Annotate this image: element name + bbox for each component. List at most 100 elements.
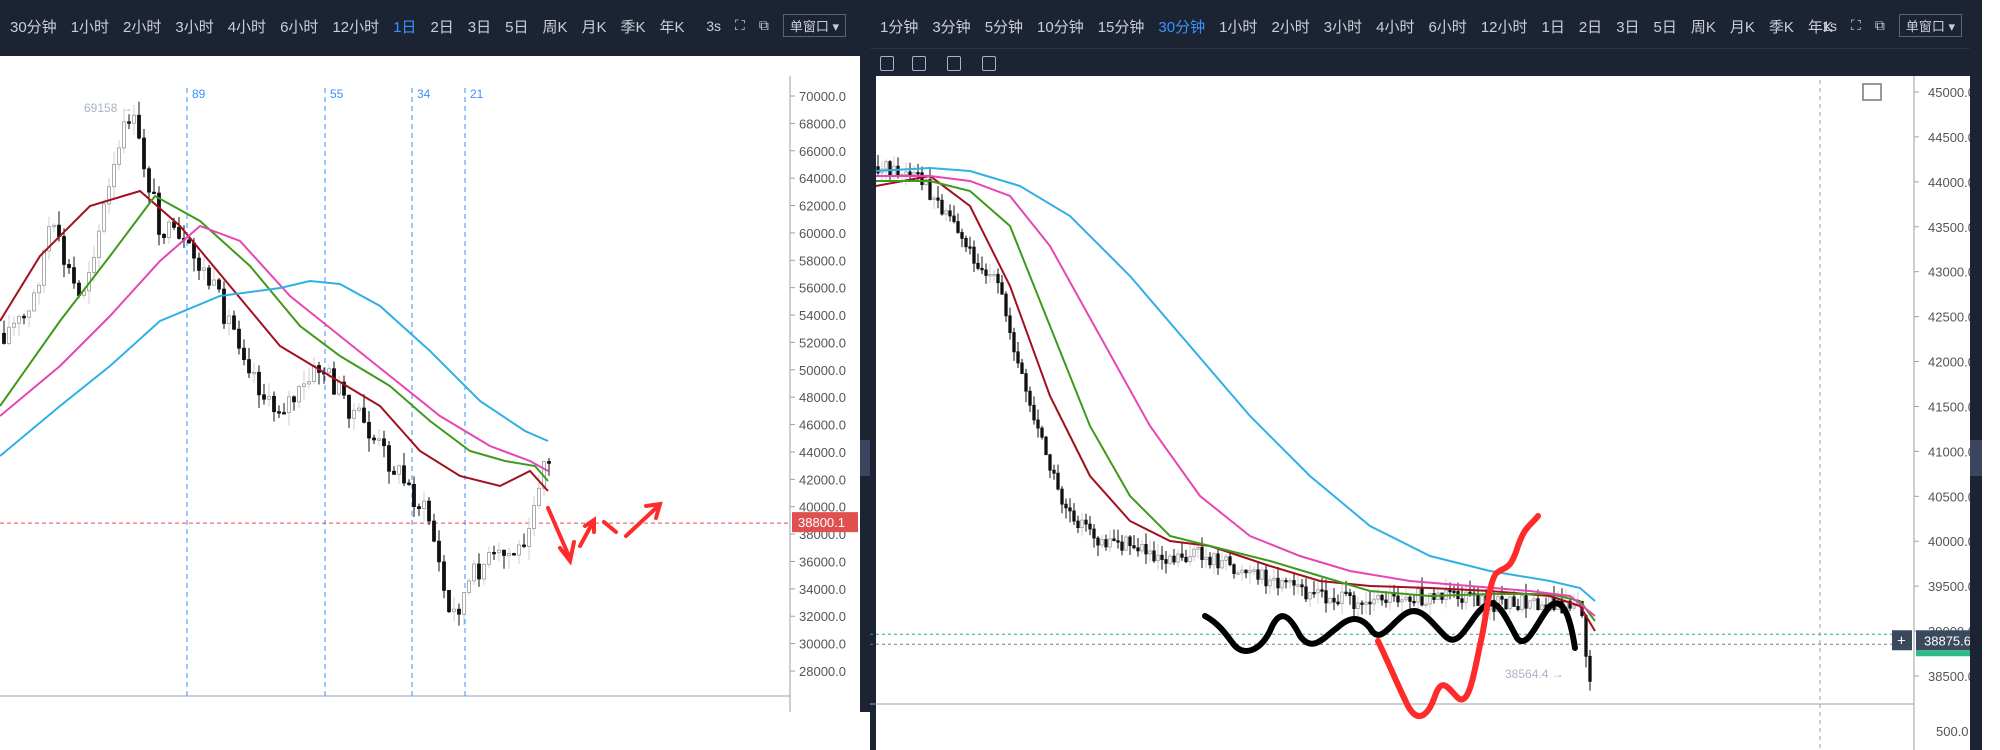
clipboard-icon[interactable]: [880, 56, 894, 71]
candle-body: [1236, 572, 1240, 575]
candle-body: [976, 262, 980, 269]
right-collapse-handle[interactable]: [1970, 440, 1982, 476]
candle-body: [92, 257, 96, 273]
candle-body: [1300, 584, 1304, 588]
copy-icon[interactable]: [912, 56, 926, 71]
candle-body: [1468, 591, 1472, 595]
interval-tab[interactable]: 1小时: [1219, 19, 1258, 36]
candle-body: [432, 520, 436, 542]
interval-tab[interactable]: 1小时: [70, 19, 110, 36]
interval-tab[interactable]: 1日: [1541, 19, 1565, 36]
right-candlestick-chart[interactable]: 45000.0 44500.0 44000.0 43500.0 43000.0 42500…: [870, 76, 1982, 750]
expand-icon: [1862, 83, 1882, 101]
interval-tab[interactable]: 3小时: [175, 19, 214, 36]
candle-body: [1200, 546, 1204, 560]
price-tick-label: 40500.0: [1928, 489, 1975, 504]
candle-body: [372, 437, 376, 441]
left-refresh-rate[interactable]: 3s: [706, 17, 722, 34]
interval-tab[interactable]: 2日: [1578, 19, 1603, 36]
candle-body: [237, 328, 241, 349]
interval-tab[interactable]: 周K: [542, 19, 568, 36]
interval-tab[interactable]: 12小时: [1480, 19, 1528, 36]
interval-tab[interactable]: 30分钟: [10, 19, 57, 36]
candle-body: [916, 172, 920, 175]
interval-tab[interactable]: 3分钟: [932, 19, 971, 36]
left-collapse-handle[interactable]: [860, 440, 870, 476]
candle-body: [1364, 601, 1368, 605]
fullscreen-icon[interactable]: ⛶: [1851, 17, 1861, 33]
trash-icon[interactable]: [982, 56, 996, 71]
interval-tab[interactable]: 12小时: [332, 19, 380, 36]
panel-divider[interactable]: [860, 0, 870, 712]
candle-body: [342, 381, 346, 396]
candle-body: [122, 121, 126, 149]
candle-body: [352, 409, 356, 419]
candle-body: [382, 438, 386, 447]
left-candlestick-chart[interactable]: 70000.0 68000.0 66000.0 64000.0 62000.0 60000…: [0, 76, 860, 712]
left-window-select[interactable]: 单窗口 ▾: [782, 14, 846, 37]
interval-tab[interactable]: 10分钟: [1037, 19, 1084, 36]
interval-tab[interactable]: 3日: [1616, 19, 1640, 36]
interval-tab[interactable]: 周K: [1690, 19, 1716, 36]
popout-icon[interactable]: ⧉: [758, 17, 769, 33]
candle-body: [1404, 596, 1408, 601]
candle-body: [1280, 580, 1284, 589]
interval-tab[interactable]: 2日: [430, 19, 454, 36]
candle-body: [1148, 550, 1152, 555]
candle-body: [996, 273, 1000, 284]
candle-body: [1020, 362, 1024, 375]
price-tick-label: 68000.0: [799, 116, 846, 131]
interval-tab[interactable]: 5日: [505, 19, 529, 36]
interval-tab[interactable]: 4小时: [1376, 19, 1415, 36]
candle-body: [1240, 569, 1244, 574]
candle-body: [1508, 596, 1512, 610]
interval-tab[interactable]: 6小时: [1428, 19, 1467, 36]
interval-tab[interactable]: 1日: [393, 19, 417, 36]
candle-body: [1360, 602, 1364, 605]
candle-body: [1060, 488, 1064, 505]
candle-body: [1212, 553, 1216, 566]
candle-body: [47, 226, 51, 252]
price-tick-label: 28000.0: [799, 664, 846, 679]
candle-body: [62, 236, 66, 265]
interval-tab[interactable]: 2小时: [1271, 19, 1310, 36]
interval-tab[interactable]: 季K: [620, 19, 646, 36]
candle-body: [1256, 569, 1260, 580]
interval-tab[interactable]: 3小时: [1323, 19, 1363, 36]
ma-line-green: [876, 180, 1596, 622]
interval-tab[interactable]: 15分钟: [1097, 19, 1145, 36]
right-window-select[interactable]: 单窗口 ▾: [1898, 14, 1962, 37]
candle-body: [1160, 554, 1164, 560]
candle-body: [127, 121, 131, 124]
candle-body: [212, 279, 216, 286]
candle-body: [936, 197, 940, 201]
interval-tab[interactable]: 年K: [659, 19, 685, 36]
interval-tab[interactable]: 4小时: [227, 19, 267, 36]
candle-body: [292, 396, 296, 403]
candle-body: [1264, 569, 1268, 587]
black-projection-drawing: [1202, 600, 1578, 654]
candle-body: [1008, 315, 1012, 333]
interval-tab[interactable]: 月K: [1729, 19, 1755, 36]
popout-icon[interactable]: ⧉: [1874, 17, 1885, 33]
interval-tab[interactable]: 年K: [1807, 19, 1833, 36]
fullscreen-icon[interactable]: ⛶: [735, 17, 745, 33]
interval-tab[interactable]: 5分钟: [984, 19, 1024, 36]
interval-tab[interactable]: 季K: [1768, 19, 1794, 36]
candle-body: [7, 326, 11, 344]
interval-tab[interactable]: 2小时: [123, 19, 162, 36]
right-refresh-rate[interactable]: 1s: [1822, 17, 1838, 34]
edit-icon[interactable]: [947, 56, 961, 71]
candle-body: [1104, 539, 1108, 548]
candle-body: [1464, 591, 1468, 603]
interval-tab[interactable]: 3日: [467, 19, 492, 36]
candle-body: [1044, 436, 1048, 456]
candle-body: [952, 215, 956, 222]
interval-tab[interactable]: 1分钟: [880, 19, 919, 36]
candle-body: [1340, 591, 1344, 605]
interval-tab[interactable]: 月K: [581, 19, 607, 36]
interval-tab[interactable]: 30分钟: [1158, 19, 1206, 36]
interval-tab[interactable]: 6小时: [280, 19, 319, 36]
interval-tab[interactable]: 5日: [1653, 19, 1677, 36]
low-price-label: 38564.4 →: [1505, 667, 1564, 681]
